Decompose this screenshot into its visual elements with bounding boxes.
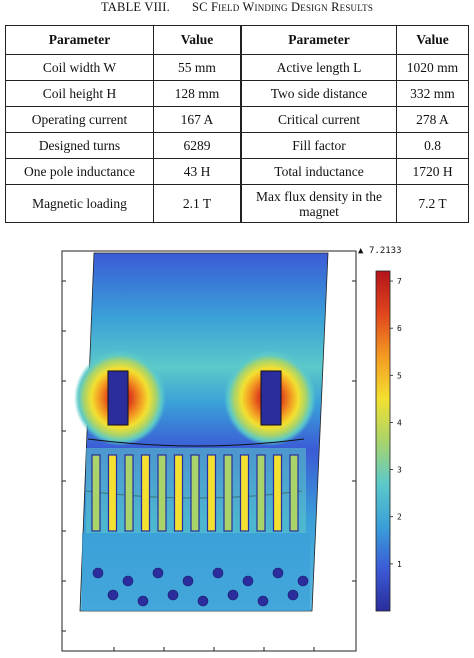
cooling-hole — [107, 589, 119, 601]
stator-slot — [272, 454, 283, 532]
stator-slot — [107, 454, 118, 532]
cooling-hole — [167, 589, 179, 601]
table-row: Operating current 167 A Critical current… — [5, 106, 469, 133]
table-cell: 0.8 — [396, 132, 469, 159]
header-parameter: Parameter — [5, 25, 154, 55]
stator-slot — [289, 454, 299, 532]
magnet-cross-section — [74, 252, 329, 612]
table-cell: 332 mm — [396, 80, 469, 107]
cooling-hole — [122, 575, 134, 587]
table-cell: Active length L — [240, 54, 397, 81]
table-row: Designed turns 6289 Fill factor 0.8 — [5, 132, 469, 159]
table-row: Coil width W 55 mm Active length L 1020 … — [5, 54, 469, 81]
table-cell: Max flux density in the magnet — [240, 184, 397, 223]
cooling-hole — [137, 595, 149, 607]
table-cell: Designed turns — [5, 132, 154, 159]
design-results-table: Parameter Value Parameter Value Coil wid… — [5, 25, 469, 223]
colorbar-tick-label: 2 — [397, 513, 402, 522]
table-cell: Coil height H — [5, 80, 154, 107]
cooling-hole — [152, 567, 164, 579]
stator-slot — [157, 454, 167, 532]
table-cell: Coil width W — [5, 54, 154, 81]
table-cell: One pole inductance — [5, 158, 154, 185]
table-row: Coil height H 128 mm Two side distance 3… — [5, 80, 469, 107]
stator-slots — [91, 454, 299, 532]
stator-slot — [190, 454, 200, 532]
colorbar-tick-label: 3 — [397, 466, 402, 475]
frame-ticks — [62, 280, 356, 651]
cooling-hole — [182, 575, 194, 587]
table-cell: 7.2 T — [396, 184, 469, 223]
cooling-hole — [242, 575, 254, 587]
cooling-hole — [257, 595, 269, 607]
table-cell: 128 mm — [153, 80, 242, 107]
table-cell: 43 H — [153, 158, 242, 185]
table-cell: 1720 H — [396, 158, 469, 185]
cooling-hole — [272, 567, 284, 579]
table-cell: Total inductance — [240, 158, 397, 185]
colorbar-tick-label: 7 — [397, 277, 402, 286]
stator-slot — [223, 454, 233, 532]
max-marker: ▲ — [358, 246, 364, 256]
cooling-hole — [227, 589, 239, 601]
flux-density-figure: ▲ 7.2133 7 6 5 4 3 2 1 — [58, 243, 418, 658]
table-cell: 1020 mm — [396, 54, 469, 81]
table-header-row: Parameter Value Parameter Value — [5, 25, 469, 55]
colorbar-ticks: 7 6 5 4 3 2 1 — [390, 277, 402, 569]
field-plot-svg: ▲ 7.2133 7 6 5 4 3 2 1 — [61, 246, 402, 652]
table-title: SC Field Winding Design Results — [191, 0, 374, 14]
stator-slot — [173, 454, 184, 532]
table-number: TABLE VIII. — [100, 0, 170, 14]
stator-slot — [91, 454, 101, 532]
max-value-label: 7.2133 — [369, 246, 402, 256]
table-cell: 6289 — [153, 132, 242, 159]
stator-slot — [256, 454, 266, 532]
table-cell: Magnetic loading — [5, 184, 154, 223]
table-caption: TABLE VIII. SC Field Winding Design Resul… — [0, 0, 474, 15]
cooling-hole — [287, 589, 299, 601]
table-cell: Fill factor — [240, 132, 397, 159]
cooling-hole — [212, 567, 224, 579]
table-cell: Operating current — [5, 106, 154, 133]
stator-slot — [124, 454, 134, 532]
stator-slot — [140, 454, 151, 532]
table-cell: 167 A — [153, 106, 242, 133]
stator-slot — [206, 454, 217, 532]
coil-right — [260, 370, 282, 426]
colorbar-tick-label: 6 — [397, 324, 402, 333]
cooling-hole — [197, 595, 209, 607]
table-row: One pole inductance 43 H Total inductanc… — [5, 158, 469, 185]
table-row: Magnetic loading 2.1 T Max flux density … — [5, 184, 469, 223]
plot-frame — [61, 250, 357, 652]
table-cell: 55 mm — [153, 54, 242, 81]
coil-left — [107, 370, 129, 426]
cooling-holes — [92, 567, 309, 607]
cooling-hole — [92, 567, 104, 579]
colorbar-tick-label: 4 — [397, 418, 402, 427]
stator-slot — [239, 454, 250, 532]
header-value: Value — [153, 25, 242, 55]
cooling-hole — [297, 575, 309, 587]
colorbar-tick-label: 5 — [397, 371, 402, 380]
table-cell: Two side distance — [240, 80, 397, 107]
table-cell: Critical current — [240, 106, 397, 133]
air-gap-arc-upper — [87, 438, 305, 447]
table-cell: 2.1 T — [153, 184, 242, 223]
colorbar — [375, 270, 391, 612]
header-value: Value — [396, 25, 469, 55]
header-parameter: Parameter — [240, 25, 397, 55]
table-cell: 278 A — [396, 106, 469, 133]
colorbar-tick-label: 1 — [397, 560, 402, 569]
